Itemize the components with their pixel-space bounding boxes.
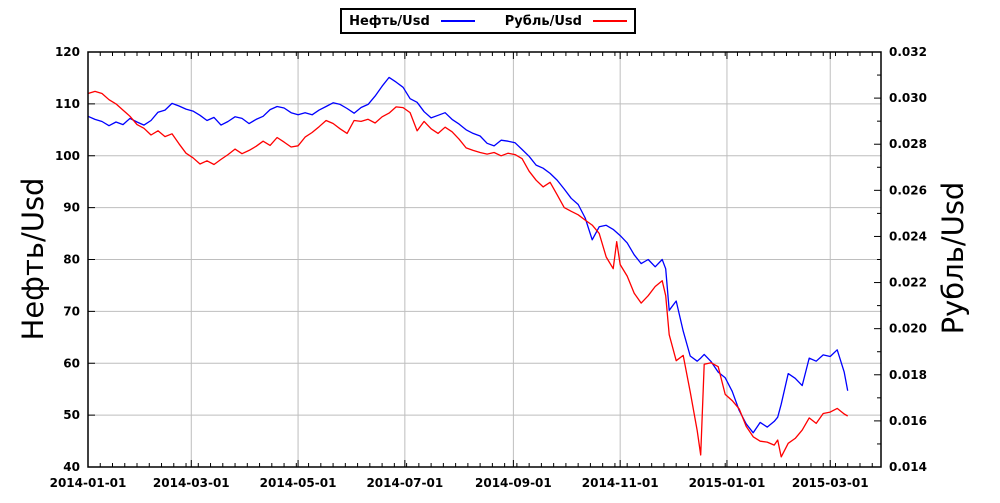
tick-label: 0.020 <box>889 322 927 336</box>
tick-label: 60 <box>63 356 80 370</box>
tick-label: 0.022 <box>889 276 927 290</box>
tick-label: 2014-11-01 <box>582 476 659 490</box>
plot-border <box>87 51 882 468</box>
tick-label: 2014-07-01 <box>366 476 443 490</box>
grid-lines <box>87 52 881 467</box>
tick-labels: 2014-01-01 2014-03-01 2014-05-01 2014-07-01… <box>50 45 927 490</box>
legend-item-oil: Нефть/Usd <box>349 14 475 29</box>
tick-label: 2014-01-01 <box>50 476 127 490</box>
legend: Нефть/Usd Рубль/Usd <box>340 8 636 34</box>
tick-label: 2014-05-01 <box>260 476 337 490</box>
y-right-axis-title: Рубль/Usd <box>936 181 970 335</box>
tick-label: 100 <box>55 149 80 163</box>
tick-label: 120 <box>55 45 80 59</box>
tick-label: 0.018 <box>889 368 927 382</box>
tick-label: 0.030 <box>889 91 927 105</box>
tick-label: 80 <box>63 253 80 267</box>
tick-label: 2015-01-01 <box>689 476 766 490</box>
legend-label-ruble: Рубль/Usd <box>504 13 582 29</box>
tick-label: 110 <box>55 97 80 111</box>
tick-label: 0.014 <box>889 460 927 474</box>
tick-label: 0.016 <box>889 414 927 428</box>
oil-series-line <box>87 76 849 434</box>
ruble-series-line <box>87 90 849 458</box>
y-left-axis-title: Нефть/Usd <box>16 177 50 341</box>
legend-item-ruble: Рубль/Usd <box>505 14 627 29</box>
tick-label: 2014-09-01 <box>475 476 552 490</box>
tick-label: 50 <box>63 408 80 422</box>
tick-label: 40 <box>63 460 80 474</box>
tick-label: 70 <box>63 304 80 318</box>
legend-line-sample-ruble <box>592 20 627 22</box>
tick-label: 90 <box>63 201 80 215</box>
tick-label: 2015-03-01 <box>792 476 869 490</box>
tick-label: 0.026 <box>889 183 927 197</box>
legend-label-oil: Нефть/Usd <box>349 13 430 29</box>
legend-line-sample-oil <box>440 20 475 22</box>
tick-label: 2014-03-01 <box>153 476 230 490</box>
series-lines <box>87 76 849 458</box>
tick-label: 0.024 <box>889 229 927 243</box>
tick-label: 0.028 <box>889 137 927 151</box>
tick-label: 0.032 <box>889 45 927 59</box>
